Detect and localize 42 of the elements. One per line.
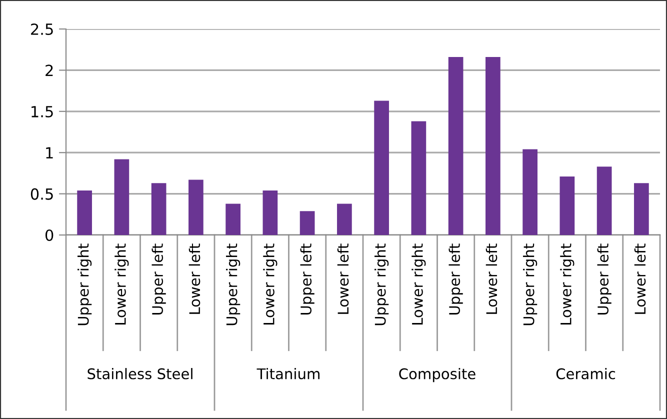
x-tick-label: Lower left: [337, 244, 349, 314]
x-tick-label: Upper right: [374, 244, 389, 326]
y-tick-label: 1.5: [32, 106, 53, 118]
bar: [374, 100, 389, 235]
bar: [262, 190, 278, 235]
x-tick-label: Upper left: [448, 244, 463, 314]
y-tick-label: 0: [45, 229, 54, 242]
bar: [634, 183, 649, 235]
bar: [411, 121, 426, 235]
x-tick-label: Lower right: [412, 244, 426, 324]
bar: [188, 180, 204, 235]
x-tick-label: Upper left: [152, 244, 166, 314]
bar: [337, 204, 352, 235]
y-tick-label: 1: [46, 147, 53, 158]
y-tick-label: 2.5: [31, 23, 53, 36]
y-tick-label: 0.5: [30, 188, 53, 200]
y-tick-label: 2: [46, 64, 53, 76]
x-tick-label: Lower left: [634, 244, 646, 314]
bar: [151, 183, 166, 235]
x-tick-label: Upper left: [300, 244, 314, 314]
bar: [522, 149, 538, 235]
x-tick-label: Upper right: [226, 244, 240, 326]
bar: [300, 211, 315, 235]
bar: [596, 166, 612, 235]
text: Titanium: [256, 368, 320, 380]
x-tick-label: Upper right: [78, 244, 92, 326]
x-tick-label: Lower right: [263, 244, 278, 324]
bar: [560, 176, 575, 235]
bar: [448, 57, 464, 235]
x-tick-label: Lower right: [114, 244, 129, 324]
x-tick-label: Lower right: [560, 244, 574, 324]
bar: [114, 159, 130, 235]
x-tick-label: Lower left: [486, 244, 498, 314]
text: Stainless Steel: [88, 368, 192, 380]
bar: [486, 57, 500, 235]
text: Composite: [399, 368, 476, 382]
text: Ceramic: [556, 368, 616, 380]
bar: [77, 190, 92, 235]
x-tick-label: Upper left: [597, 244, 612, 314]
x-tick-label: Upper right: [523, 244, 538, 326]
x-tick-label: Lower left: [188, 244, 200, 314]
bar: [226, 204, 240, 235]
